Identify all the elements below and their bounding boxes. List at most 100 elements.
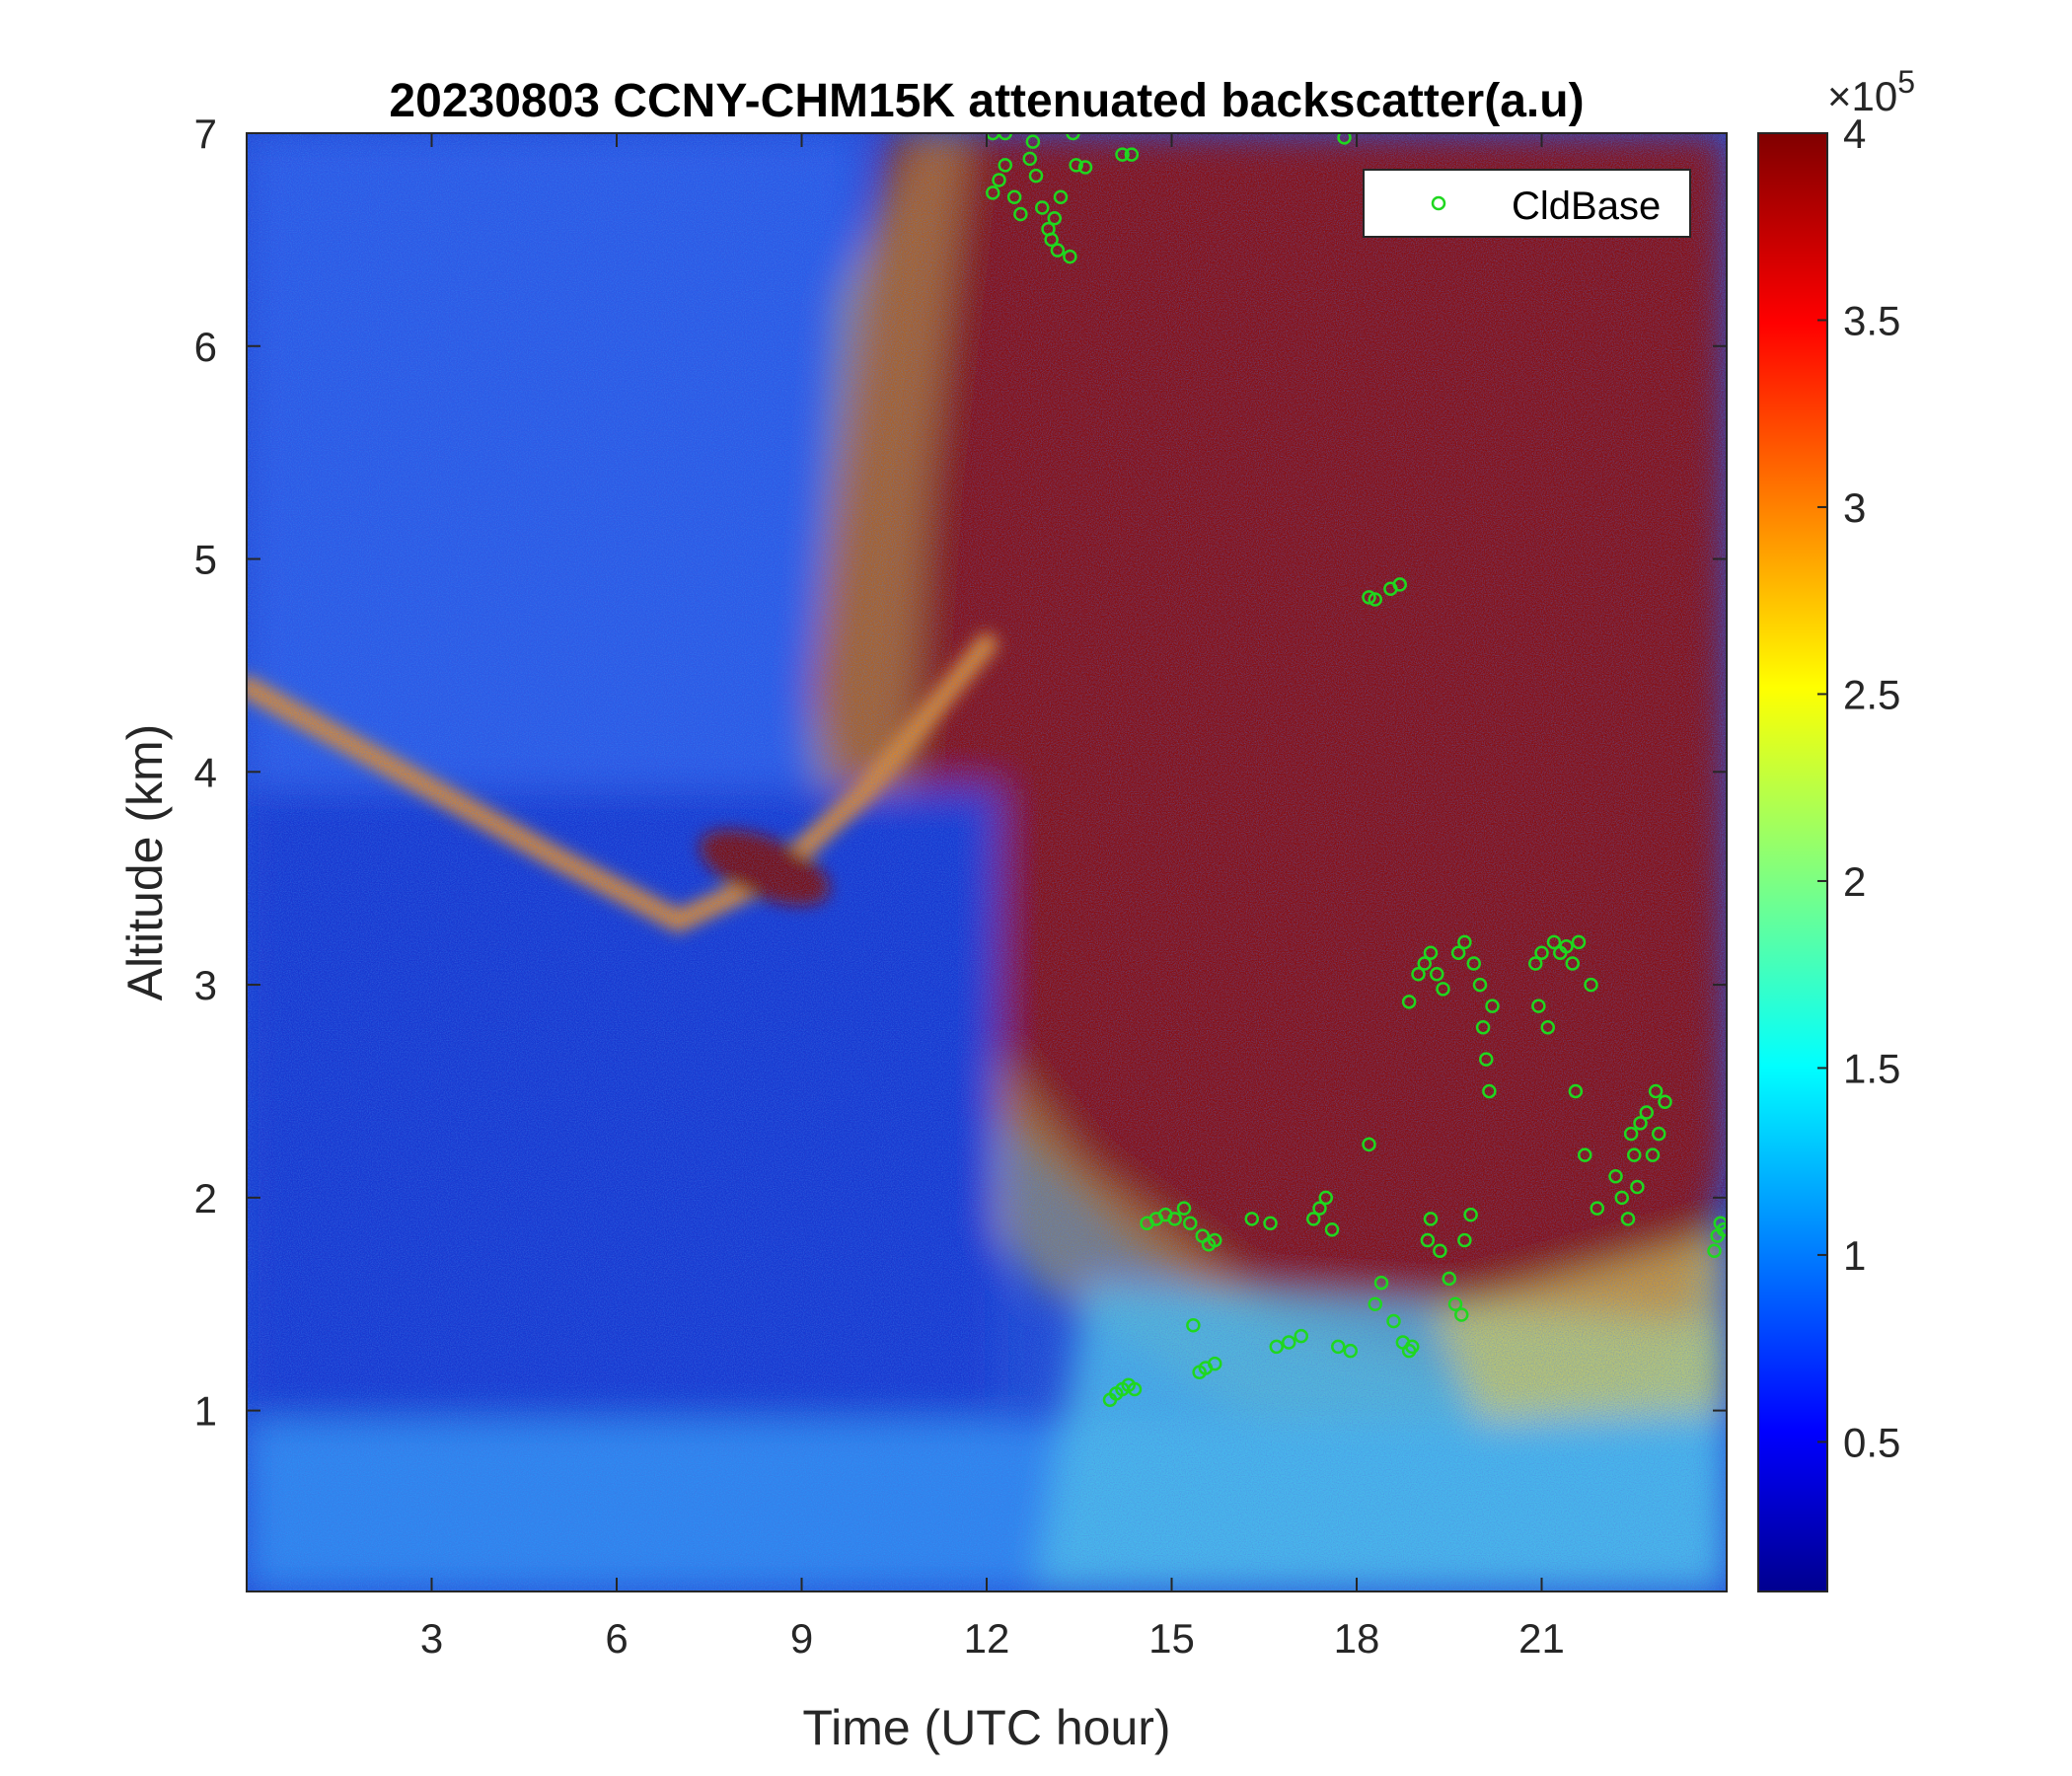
cldbase-point <box>1337 133 1352 145</box>
cldbase-point <box>1035 200 1050 215</box>
cldbase-point <box>1208 1356 1222 1371</box>
cldbase-point <box>1565 956 1580 971</box>
cldbase-point <box>1186 1318 1201 1333</box>
cldbase-point <box>1053 189 1069 204</box>
cldbase-point <box>1571 934 1587 950</box>
cldbase-point <box>1050 243 1066 258</box>
chart-title: 20230803 CCNY-CHM15K attenuated backscat… <box>389 75 1584 127</box>
cldbase-point <box>1176 1201 1192 1216</box>
cldbase-point <box>1022 151 1037 167</box>
cldbase-point <box>1457 934 1472 950</box>
cldbase-point <box>1127 1381 1143 1397</box>
cldbase-point <box>1584 977 1598 993</box>
cldbase-point <box>1069 158 1083 173</box>
colorbar-tick-label: 0.5 <box>1843 1419 1900 1465</box>
cldbase-point <box>1306 1212 1321 1226</box>
cldbase-point <box>1627 1147 1642 1162</box>
colorbar-exponent: ×105 <box>1827 64 1915 119</box>
cldbase-point <box>1047 211 1062 226</box>
cldbase-point <box>1386 1313 1401 1329</box>
cldbase-point <box>1282 1335 1296 1350</box>
cldbase-point <box>1466 956 1481 971</box>
cldbase-point <box>1208 1232 1222 1248</box>
colorbar-tick-label: 3 <box>1843 484 1866 531</box>
cldbase-point <box>1534 945 1549 960</box>
cldbase-point <box>1423 1212 1439 1226</box>
cldbase-point <box>1620 1212 1636 1226</box>
heatmap-noise-dark <box>247 133 1727 1591</box>
cldbase-point <box>1373 1275 1389 1291</box>
cldbase-point <box>1633 1116 1648 1131</box>
x-axis-ticks: 3 6 9 12 15 18 21 <box>420 133 1565 1662</box>
cldbase-point <box>1269 1339 1284 1355</box>
y-tick-label: 2 <box>194 1175 217 1221</box>
cldbase-point <box>1707 1243 1722 1259</box>
cldbase-point <box>998 133 1012 141</box>
cldbase-series <box>986 133 1727 1408</box>
cldbase-point <box>1411 967 1426 982</box>
cldbase-point <box>1423 945 1439 960</box>
colorbar-tick-label: 4 <box>1843 111 1866 157</box>
cldbase-point <box>1077 160 1093 175</box>
cldbase-point <box>1472 977 1488 993</box>
colorbar-tick-label: 2.5 <box>1843 671 1900 717</box>
y-axis-label: Altitude (km) <box>117 724 173 1001</box>
colorbar-tick-label: 1.5 <box>1843 1045 1900 1091</box>
cldbase-point <box>1463 1207 1478 1222</box>
cldbase-point <box>1368 1296 1382 1311</box>
cldbase-point <box>1405 1339 1420 1355</box>
cldbase-point <box>1318 1190 1333 1206</box>
cldbase-point <box>1559 938 1574 954</box>
cldbase-point <box>1006 189 1022 204</box>
colorbar-exponent-power: 5 <box>1897 64 1915 100</box>
cldbase-point <box>1183 1216 1198 1230</box>
colorbar-tick-label: 3.5 <box>1843 297 1900 343</box>
legend-marker-cldbase <box>1431 195 1446 211</box>
cldbase-point <box>986 185 1000 200</box>
y-tick-label: 5 <box>194 537 217 583</box>
cldbase-point <box>992 173 1006 187</box>
cldbase-point <box>1025 134 1041 149</box>
cldbase-point <box>1324 1221 1340 1237</box>
cldbase-point <box>1294 1328 1308 1344</box>
x-tick-label: 21 <box>1518 1615 1565 1662</box>
legend-label-cldbase: CldBase <box>1512 185 1661 228</box>
cldbase-point <box>1436 982 1450 997</box>
cldbase-point <box>1343 1343 1358 1359</box>
cldbase-point <box>1331 1339 1346 1355</box>
cldbase-point <box>1244 1212 1259 1226</box>
cldbase-point <box>1457 1232 1472 1248</box>
cldbase-point <box>1028 168 1044 184</box>
cldbase-point <box>1263 1216 1278 1230</box>
y-tick-label: 6 <box>194 324 217 370</box>
x-tick-label: 3 <box>420 1615 443 1662</box>
heatmap <box>247 133 1727 1591</box>
legend-box <box>1363 169 1691 238</box>
cldbase-point <box>1578 1147 1592 1162</box>
cldbase-point <box>1044 232 1059 248</box>
y-axis-ticks: 1 2 3 4 5 6 7 <box>194 111 1727 1435</box>
colorbar: 0.5 1 1.5 2 2.5 3 3.5 4 ×105 <box>1757 64 1915 1592</box>
y-tick-label: 7 <box>194 111 217 157</box>
colorbar-ticks: 0.5 1 1.5 2 2.5 3 3.5 4 <box>1817 111 1900 1465</box>
cldbase-point <box>1623 1126 1639 1142</box>
x-axis-label: Time (UTC hour) <box>802 1700 1170 1755</box>
x-tick-label: 18 <box>1334 1615 1380 1662</box>
cldbase-point <box>1368 592 1382 607</box>
cldbase-point <box>1479 1052 1494 1067</box>
colorbar-tick-label: 1 <box>1843 1232 1866 1279</box>
cldbase-point <box>1630 1179 1645 1195</box>
cldbase-point <box>1401 995 1417 1009</box>
cldbase-point <box>1531 999 1546 1013</box>
cldbase-point <box>1442 1271 1456 1287</box>
cldbase-point <box>1652 1126 1666 1142</box>
cldbase-point <box>1568 1083 1584 1099</box>
cldbase-point <box>1013 206 1028 222</box>
x-tick-label: 6 <box>605 1615 628 1662</box>
colorbar-bar <box>1757 132 1828 1592</box>
cldbase-point <box>1115 147 1130 162</box>
cldbase-point <box>1475 1019 1491 1035</box>
cldbase-point <box>1420 1232 1436 1248</box>
colorbar-exponent-base: ×10 <box>1827 73 1897 119</box>
